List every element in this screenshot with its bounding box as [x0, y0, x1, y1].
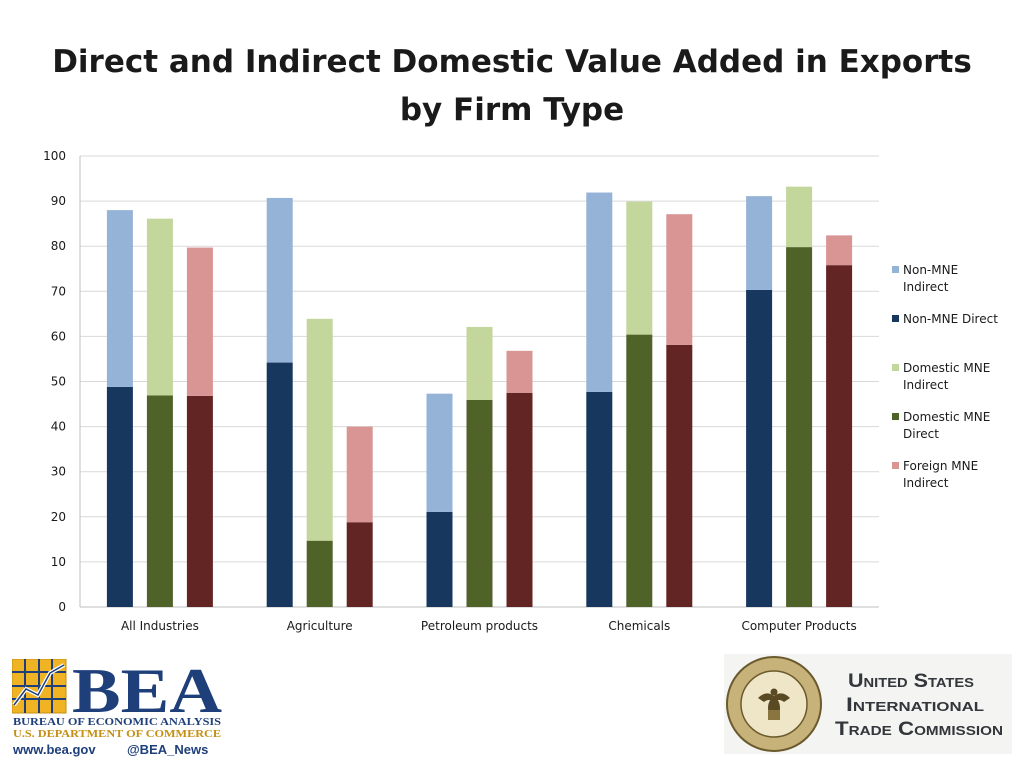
bar-non-mne-direct [426, 511, 453, 607]
y-tick-label: 10 [51, 555, 66, 569]
bar-foreign-mne-indirect [346, 426, 373, 523]
legend-swatch [892, 413, 899, 420]
bar-non-mne-direct [586, 391, 613, 607]
bar-foreign-mne-indirect [186, 247, 213, 396]
chart-title-line-2: by Firm Type [399, 92, 625, 128]
bar-non-mne-direct [266, 362, 293, 607]
bea-chart-icon [12, 659, 67, 714]
bar-domestic-mne-direct [466, 399, 493, 607]
y-tick-label: 70 [51, 284, 66, 298]
bar-non-mne-indirect [106, 210, 133, 387]
bar-foreign-mne-direct [826, 265, 853, 607]
x-tick-label: Computer Products [741, 619, 856, 633]
bar-domestic-mne-indirect [626, 201, 653, 335]
usitc-line-3: Trade Commission [835, 719, 1003, 740]
bar-non-mne-direct [746, 289, 773, 607]
bars [106, 186, 853, 608]
x-tick-label: Petroleum products [421, 619, 538, 633]
bar-domestic-mne-direct [146, 395, 173, 607]
legend-label: Domestic MNE Indirect [903, 361, 991, 392]
legend-label: Non-MNE Indirect [903, 263, 959, 294]
bar-foreign-mne-direct [346, 522, 373, 607]
bea-letters: BEA [72, 659, 222, 726]
legend-label: Foreign MNE Indirect [903, 459, 979, 490]
bar-domestic-mne-indirect [306, 318, 333, 541]
y-tick-label: 90 [51, 194, 66, 208]
bar-domestic-mne-direct [626, 334, 653, 607]
x-tick-label: Chemicals [608, 619, 670, 633]
chart-title-line-1: Direct and Indirect Domestic Value Added… [52, 44, 972, 80]
bar-foreign-mne-direct [506, 392, 533, 607]
y-tick-label: 40 [51, 420, 66, 434]
bar-non-mne-indirect [746, 196, 773, 290]
bar-domestic-mne-indirect [786, 186, 813, 248]
usitc-seal-icon [726, 656, 822, 752]
bar-domestic-mne-indirect [466, 326, 493, 400]
bea-logo: BEA BUREAU OF ECONOMIC ANALYSIS U.S. DEP… [12, 659, 222, 757]
usitc-line-2: International [846, 695, 984, 716]
bar-non-mne-indirect [266, 197, 293, 363]
bar-non-mne-indirect [426, 393, 453, 512]
legend-swatch [892, 266, 899, 273]
y-tick-label: 60 [51, 329, 66, 343]
y-axis: 0 10 20 30 40 50 60 70 80 90 100 [43, 149, 879, 614]
bar-domestic-mne-direct [786, 247, 813, 608]
x-tick-label: All Industries [121, 619, 199, 633]
bar-domestic-mne-indirect [146, 218, 173, 396]
legend-label: Domestic MNE Direct [903, 410, 991, 441]
chart-title: Direct and Indirect Domestic Value Added… [0, 38, 1024, 134]
bar-domestic-mne-direct [306, 540, 333, 607]
stacked-bar-chart: 0 10 20 30 40 50 60 70 80 90 100 All Industries Agr… [43, 149, 879, 633]
y-tick-label: 50 [51, 375, 66, 389]
bea-line-1: BUREAU OF ECONOMIC ANALYSIS [13, 716, 221, 728]
bar-foreign-mne-indirect [506, 350, 533, 393]
y-tick-label: 30 [51, 465, 66, 479]
usitc-line-1: United States [848, 671, 974, 692]
bea-line-2: U.S. DEPARTMENT OF COMMERCE [13, 728, 221, 740]
legend-swatch [892, 462, 899, 469]
bea-social: @BEA_News [127, 742, 208, 757]
bar-non-mne-indirect [586, 192, 613, 392]
legend-swatch [892, 364, 899, 371]
x-axis-labels: All Industries Agriculture Petroleum produ… [121, 619, 857, 633]
bea-web: www.bea.gov [12, 742, 96, 757]
bar-foreign-mne-direct [186, 395, 213, 607]
bar-foreign-mne-direct [666, 344, 693, 607]
y-tick-label: 0 [58, 600, 66, 614]
bar-non-mne-direct [106, 386, 133, 607]
bar-foreign-mne-indirect [666, 214, 693, 345]
legend-swatch [892, 315, 899, 322]
usitc-logo: United States International Trade Commis… [724, 654, 1012, 754]
legend-label: Non-MNE Direct [903, 312, 998, 326]
y-tick-label: 100 [43, 149, 66, 163]
y-tick-label: 20 [51, 510, 66, 524]
y-tick-label: 80 [51, 239, 66, 253]
x-tick-label: Agriculture [287, 619, 353, 633]
bar-foreign-mne-indirect [826, 235, 853, 266]
